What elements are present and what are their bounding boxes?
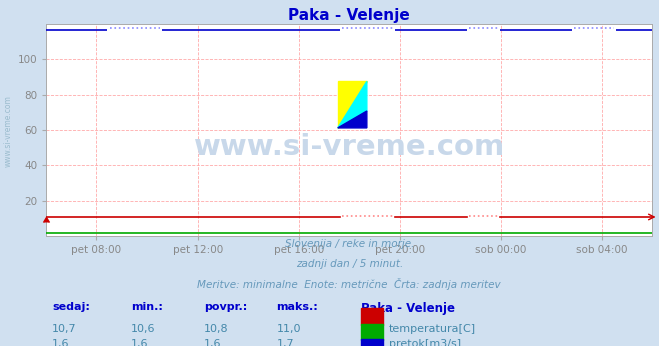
- Polygon shape: [338, 81, 367, 128]
- Text: 10,6: 10,6: [131, 324, 156, 334]
- Polygon shape: [338, 111, 367, 128]
- Text: 1,6: 1,6: [204, 339, 221, 346]
- Text: www.si-vreme.com: www.si-vreme.com: [194, 133, 505, 161]
- Text: 1,7: 1,7: [277, 339, 294, 346]
- Text: Slovenija / reke in morje.: Slovenija / reke in morje.: [285, 239, 414, 249]
- Text: Paka - Velenje: Paka - Velenje: [361, 302, 455, 315]
- Text: 10,8: 10,8: [204, 324, 229, 334]
- Text: zadnji dan / 5 minut.: zadnji dan / 5 minut.: [296, 258, 403, 268]
- Text: 1,6: 1,6: [131, 339, 148, 346]
- Text: min.:: min.:: [131, 302, 163, 312]
- FancyBboxPatch shape: [361, 339, 383, 346]
- Text: www.si-vreme.com: www.si-vreme.com: [3, 95, 13, 167]
- Text: maks.:: maks.:: [277, 302, 318, 312]
- FancyBboxPatch shape: [361, 308, 383, 325]
- Text: sedaj:: sedaj:: [52, 302, 90, 312]
- Text: 1,6: 1,6: [52, 339, 70, 346]
- Title: Paka - Velenje: Paka - Velenje: [289, 8, 410, 23]
- Text: pretok[m3/s]: pretok[m3/s]: [389, 339, 461, 346]
- Text: Meritve: minimalne  Enote: metrične  Črta: zadnja meritev: Meritve: minimalne Enote: metrične Črta:…: [198, 278, 501, 290]
- Polygon shape: [338, 81, 367, 128]
- Text: 11,0: 11,0: [277, 324, 301, 334]
- Text: 10,7: 10,7: [52, 324, 77, 334]
- Text: temperatura[C]: temperatura[C]: [389, 324, 476, 334]
- Text: povpr.:: povpr.:: [204, 302, 247, 312]
- FancyBboxPatch shape: [361, 324, 383, 340]
